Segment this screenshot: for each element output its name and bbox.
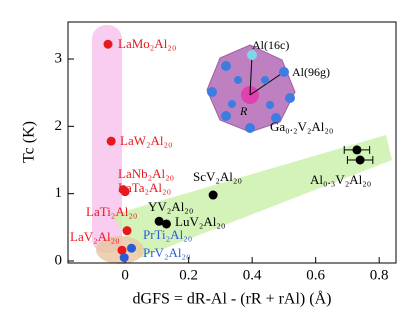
point (122, 226, 132, 236)
point (106, 136, 116, 146)
point-label: Ga₀.₂V₂Al₂₀ (270, 119, 333, 134)
y-tick-label: 0 (55, 252, 63, 268)
x-tick-label: 0.8 (370, 267, 389, 283)
green-band (112, 135, 392, 258)
point (161, 219, 171, 229)
point-label: YV₂Al₂₀ (148, 199, 193, 214)
point (117, 245, 127, 255)
y-tick-label: 1 (55, 185, 63, 201)
pink-band (92, 25, 122, 253)
x-tick-label: 0 (121, 267, 129, 283)
point-label: Al₀.₃V₂Al₂₀ (310, 172, 371, 187)
x-tick-label: 0.6 (306, 267, 325, 283)
x-axis-label: dGFS = dR-Al - (rR + rAl) (Å) (133, 290, 332, 308)
point (103, 39, 113, 49)
y-axis-label: Tc (K) (21, 121, 38, 163)
point (120, 187, 130, 197)
point-label: LaV₂Al₂₀ (70, 229, 120, 244)
point (352, 145, 362, 155)
annotation: R (239, 104, 248, 118)
point-label: LaTa₂Al₂₀ (118, 180, 171, 195)
inset-polyhedron (206, 44, 296, 133)
point-label: PrV₂Al₂₀ (143, 245, 191, 260)
x-tick-label: 0.4 (243, 267, 262, 283)
x-tick-label: 0.2 (179, 267, 198, 283)
point-label: LaMo₂Al₂₀ (118, 36, 176, 51)
point-label: ScV₂Al₂₀ (193, 169, 242, 184)
point (208, 190, 218, 200)
plot-frame (67, 21, 397, 264)
annotation: Al(96g) (292, 65, 330, 79)
annotation: Al(16c) (252, 38, 289, 52)
y-tick-label: 2 (55, 118, 63, 134)
point (119, 253, 129, 263)
y-tick-label: 3 (55, 50, 63, 66)
point (127, 243, 137, 253)
point-label: PrTi₂Al₂₀ (143, 227, 192, 242)
point-label: LuV₂Al₂₀ (175, 214, 225, 229)
point (154, 216, 164, 226)
point-label: LaW₂Al₂₀ (120, 133, 173, 148)
point-label: LaNb₂Al₂₀ (118, 166, 174, 181)
point-label: LaTi₂Al₂₀ (86, 204, 137, 219)
point (355, 155, 365, 165)
